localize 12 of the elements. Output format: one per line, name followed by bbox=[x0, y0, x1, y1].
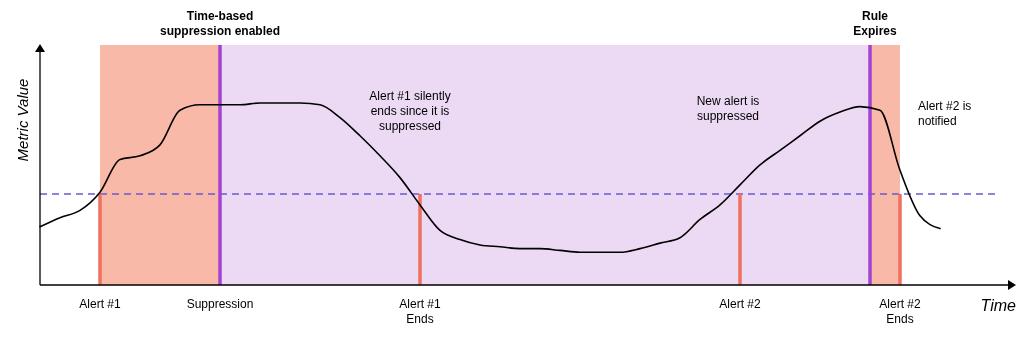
x-tick-label: Alert #2 Ends bbox=[879, 297, 921, 326]
x-tick-label: Suppression bbox=[186, 297, 254, 311]
y-axis-title: Metric Value bbox=[14, 78, 31, 162]
text: Rule Expires bbox=[853, 9, 898, 38]
annotation: Alert #2 is notified bbox=[918, 99, 972, 128]
x-tick-label: Alert #2 bbox=[719, 297, 761, 311]
annotation: Alert #1 silently ends since it is suppressed bbox=[369, 89, 451, 133]
x-axis-title: Time bbox=[980, 297, 1017, 314]
x-tick-label: Alert #1 bbox=[79, 297, 121, 311]
annotation: New alert is suppressed bbox=[696, 94, 760, 123]
text: Time-based suppression enabled bbox=[159, 9, 281, 38]
x-tick-label: Alert #1 Ends bbox=[399, 297, 441, 326]
